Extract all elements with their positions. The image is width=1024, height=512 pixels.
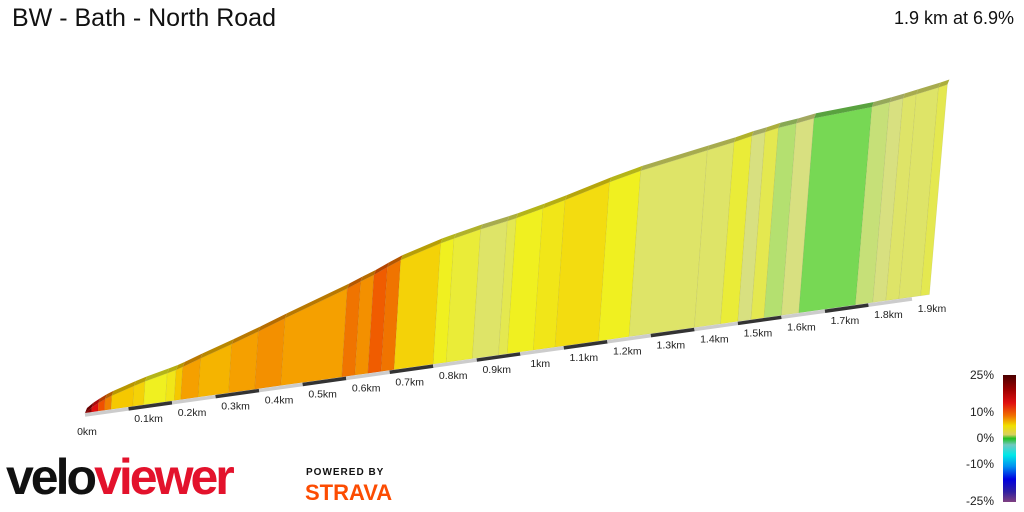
x-tick-label: 1.2km <box>613 346 642 358</box>
legend-label-10: 10% <box>969 405 994 419</box>
segment-top-ribbon <box>871 97 892 108</box>
distance-scale-band <box>737 315 782 326</box>
distance-scale-band <box>432 358 477 368</box>
segment-top-ribbon <box>182 353 203 367</box>
gradient-segment <box>197 343 233 398</box>
segment-top-ribbon <box>814 102 874 119</box>
segment-top-ribbon <box>707 137 737 151</box>
x-tick-label: 0.1km <box>134 413 163 425</box>
segment-top-ribbon <box>231 326 261 345</box>
segment-title: BW - Bath - North Road <box>12 4 276 32</box>
distance-scale-band <box>128 401 173 411</box>
segment-top-ribbon <box>778 118 799 128</box>
strava-logo: STRAVA <box>305 480 393 505</box>
distance-scale-band <box>345 370 390 381</box>
x-tick-label: 1.6km <box>787 321 816 333</box>
gradient-segment <box>393 242 441 371</box>
segment-top-ribbon <box>176 361 185 370</box>
x-tick-label: 1.8km <box>874 309 903 321</box>
segment-top-ribbon <box>902 89 919 99</box>
segment-top-ribbon <box>167 364 179 374</box>
segment-top-ribbon <box>347 276 363 289</box>
segment-top-ribbon <box>480 216 510 230</box>
segment-top-ribbon <box>105 390 114 400</box>
x-tick-label: 1.7km <box>831 315 860 327</box>
segment-top-ribbon <box>200 339 234 359</box>
legend-label-neg10: -10% <box>965 457 994 471</box>
segment-top-ribbon <box>640 145 710 171</box>
distance-scale-band <box>868 297 913 307</box>
segment-top-ribbon <box>565 177 612 200</box>
segment-top-ribbon <box>453 224 483 239</box>
x-tick-label: 1.4km <box>700 334 729 346</box>
x-tick-label: 1.5km <box>744 327 773 339</box>
segment-top-ribbon <box>373 262 390 275</box>
distance-scale-band <box>694 321 739 332</box>
distance-scale-band <box>258 382 303 393</box>
x-tick-label: 0.8km <box>439 370 468 382</box>
x-tick-label: 0.7km <box>395 376 424 388</box>
x-tick-label: 1.9km <box>918 303 947 315</box>
segment-top-ribbon <box>938 79 950 88</box>
legend-label-0: 0% <box>976 431 994 445</box>
segment-top-ribbon <box>387 255 403 268</box>
legend-label-25: 25% <box>969 368 994 382</box>
segment-top-ribbon <box>91 398 101 408</box>
x-tick-label: 0km <box>77 426 97 438</box>
segment-top-ribbon <box>285 283 350 319</box>
x-tick-label: 0.2km <box>178 407 207 419</box>
distance-scale-band <box>171 394 216 405</box>
segment-top-ribbon <box>916 82 941 95</box>
legend-label-neg25: -25% <box>965 494 994 508</box>
segment-top-ribbon <box>98 394 108 404</box>
segment-top-ribbon <box>440 233 456 244</box>
x-tick-label: 0.5km <box>308 388 337 400</box>
x-tick-label: 1.1km <box>569 352 598 364</box>
distance-scale-band <box>215 388 260 399</box>
segment-top-ribbon <box>507 213 519 222</box>
x-tick-label: 0.9km <box>482 364 511 376</box>
distance-scale-band <box>302 376 347 387</box>
segment-top-ribbon <box>751 127 768 136</box>
distance-scale-band <box>563 340 608 350</box>
segment-top-ribbon <box>145 368 170 382</box>
segment-top-ribbon <box>258 313 288 332</box>
gradient-legend-bar <box>1003 375 1016 502</box>
segment-top-ribbon <box>542 194 568 209</box>
segment-top-ribbon <box>516 203 545 219</box>
distance-scale-band <box>650 327 695 338</box>
segment-top-ribbon <box>765 122 781 133</box>
veloviewer-logo: veloviewer <box>6 449 235 505</box>
distance-scale-band <box>520 346 565 356</box>
segment-top-ribbon <box>400 238 443 261</box>
distance-scale-band <box>84 407 129 417</box>
x-tick-label: 0.3km <box>221 401 250 413</box>
segment-top-ribbon <box>796 113 817 124</box>
distance-scale-band <box>389 364 434 374</box>
x-tick-label: 1km <box>530 358 550 370</box>
segment-top-ribbon <box>360 269 376 282</box>
segment-top-ribbon <box>133 376 148 386</box>
distance-scale-band <box>781 309 826 320</box>
segment-top-ribbon <box>609 165 643 183</box>
segment-top-ribbon <box>85 402 94 413</box>
segment-top-ribbon <box>734 130 754 143</box>
x-tick-label: 1.3km <box>657 340 686 352</box>
distance-scale-band <box>607 333 652 344</box>
distance-scale-band <box>824 303 869 313</box>
x-tick-label: 0.6km <box>352 382 381 394</box>
segment-top-ribbon <box>111 380 136 396</box>
segment-summary: 1.9 km at 6.9% <box>893 8 1014 28</box>
x-tick-label: 0.4km <box>265 395 294 407</box>
powered-by-label: POWERED BY <box>306 467 385 478</box>
segment-top-ribbon <box>889 93 905 103</box>
distance-scale-band <box>476 352 521 362</box>
